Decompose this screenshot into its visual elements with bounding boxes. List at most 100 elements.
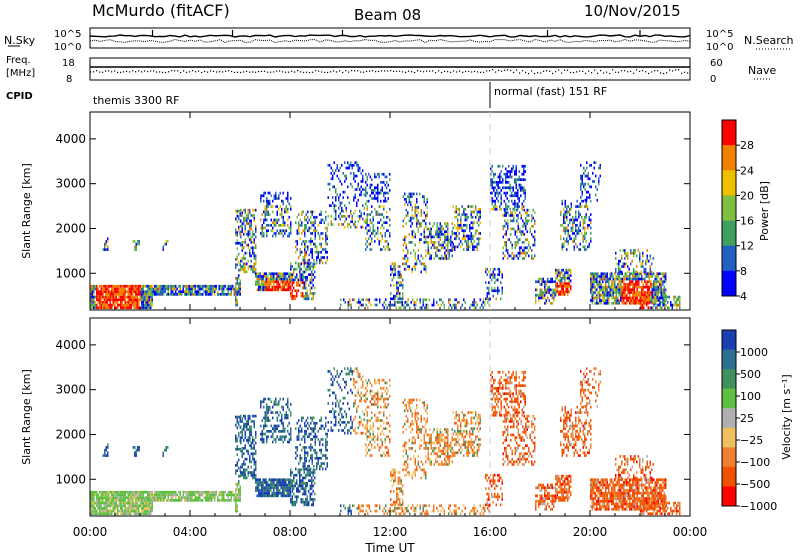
velocity-cell xyxy=(173,490,175,494)
power-cell xyxy=(617,285,619,289)
freq-panel-frame xyxy=(89,57,691,81)
power-cell xyxy=(584,218,586,222)
power-cell xyxy=(260,232,262,235)
power-cell xyxy=(366,207,368,211)
power-cell xyxy=(235,276,237,280)
power-cell xyxy=(236,212,238,215)
power-cell xyxy=(341,209,343,213)
power-cell xyxy=(235,266,237,269)
power-cell xyxy=(525,211,527,215)
power-cell xyxy=(511,246,513,250)
power-cell xyxy=(391,278,393,282)
power-cell xyxy=(600,272,602,276)
power-cell xyxy=(263,221,265,224)
nave-point xyxy=(168,71,170,73)
power-cell xyxy=(635,272,637,276)
power-cell xyxy=(127,301,129,304)
power-cell xyxy=(147,290,149,293)
power-cell xyxy=(497,194,499,198)
power-cell xyxy=(282,285,284,289)
power-cell xyxy=(603,293,605,297)
power-cell xyxy=(291,276,293,279)
power-cell xyxy=(365,202,367,206)
power-cell xyxy=(429,227,431,231)
power-cell xyxy=(414,267,416,271)
power-cell xyxy=(130,306,132,310)
power-cell xyxy=(314,232,316,235)
power-cell xyxy=(217,293,219,296)
power-cell xyxy=(402,195,404,198)
y-tick-label: 4000 xyxy=(55,132,86,146)
power-cell xyxy=(366,229,368,233)
power-cell xyxy=(522,251,524,255)
velocity-cell xyxy=(236,499,238,502)
power-cell xyxy=(384,183,386,187)
power-cell xyxy=(394,303,396,307)
power-cell xyxy=(507,238,509,241)
power-cell xyxy=(609,285,611,289)
power-cell xyxy=(534,254,536,258)
power-cell xyxy=(505,191,507,195)
power-cell xyxy=(605,277,607,281)
power-cell xyxy=(264,275,266,278)
power-cell xyxy=(584,221,586,224)
nave-point xyxy=(543,70,545,72)
velocity-cell xyxy=(106,490,108,494)
power-cell xyxy=(414,211,416,215)
power-cell xyxy=(123,306,125,310)
power-cell xyxy=(288,232,290,235)
power-cell xyxy=(369,213,371,216)
power-cell xyxy=(107,245,109,249)
power-cell xyxy=(136,290,138,293)
power-cell xyxy=(144,284,146,288)
power-cell xyxy=(492,294,494,298)
power-cell xyxy=(599,291,601,294)
power-cell xyxy=(600,301,602,305)
power-cell xyxy=(114,298,116,302)
velocity-cell xyxy=(211,496,213,499)
power-cell xyxy=(564,240,566,243)
power-cell xyxy=(505,178,507,181)
power-cell xyxy=(354,180,356,183)
power-cell xyxy=(473,221,475,224)
power-cell xyxy=(584,174,586,178)
power-cell xyxy=(663,272,665,276)
power-cell xyxy=(495,297,497,301)
velocity-cell xyxy=(214,490,216,494)
power-cell xyxy=(387,183,389,187)
power-cell xyxy=(539,293,541,297)
nave-point xyxy=(435,71,437,74)
power-cell xyxy=(416,259,418,263)
power-cell xyxy=(572,218,574,222)
power-cell xyxy=(515,194,517,198)
power-cell xyxy=(279,213,281,216)
power-cell xyxy=(308,284,310,287)
power-cell xyxy=(564,215,566,219)
power-cell xyxy=(618,288,620,292)
power-cell xyxy=(276,197,278,200)
velocity-cell xyxy=(238,474,240,478)
power-cell xyxy=(467,242,469,246)
power-cell xyxy=(306,289,308,293)
power-cell xyxy=(396,292,398,295)
power-cell xyxy=(463,229,465,233)
power-cell xyxy=(598,182,600,186)
power-cell xyxy=(617,272,619,276)
power-cell xyxy=(290,197,292,200)
power-cell xyxy=(423,265,425,268)
power-cell xyxy=(472,215,474,219)
power-cell xyxy=(91,306,93,310)
power-cell xyxy=(597,285,599,289)
power-cell xyxy=(332,174,334,178)
power-cell xyxy=(157,293,159,296)
power-cell xyxy=(107,237,109,241)
power-cell xyxy=(433,243,435,247)
velocity-cell xyxy=(241,471,243,474)
power-cell xyxy=(380,248,382,251)
freq-series xyxy=(90,66,690,75)
power-cell xyxy=(441,224,443,228)
power-cell xyxy=(514,254,516,258)
velocity-cell xyxy=(103,509,105,513)
power-cell xyxy=(665,272,667,276)
power-cell xyxy=(491,289,493,293)
